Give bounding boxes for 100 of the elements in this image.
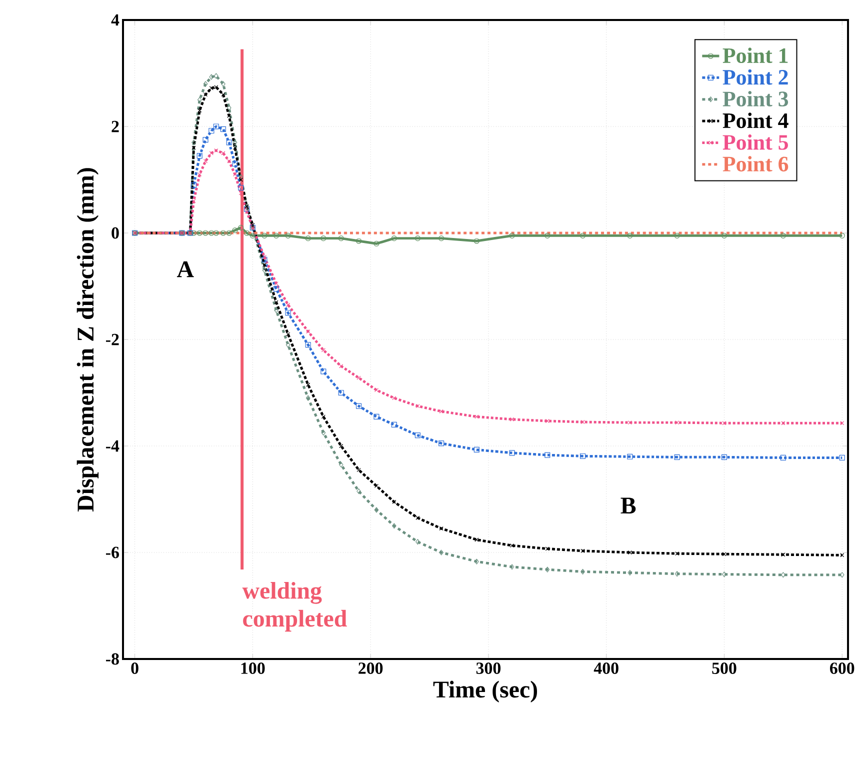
point xyxy=(781,421,786,426)
point xyxy=(262,254,267,260)
point xyxy=(438,440,444,446)
point xyxy=(232,146,238,150)
point xyxy=(202,230,208,236)
point xyxy=(238,190,243,196)
point xyxy=(438,236,444,242)
point xyxy=(580,232,586,238)
point xyxy=(780,232,786,238)
point xyxy=(414,236,421,242)
point xyxy=(356,376,361,380)
point xyxy=(286,302,290,307)
point xyxy=(306,382,310,387)
point xyxy=(196,152,202,159)
point xyxy=(232,228,238,234)
point xyxy=(226,230,232,236)
point xyxy=(209,74,214,80)
point xyxy=(675,420,680,425)
point xyxy=(338,236,344,242)
point xyxy=(202,137,208,143)
point xyxy=(721,454,728,460)
point xyxy=(674,454,680,460)
y-tick-label: -2 xyxy=(106,334,119,346)
point xyxy=(356,238,362,244)
point xyxy=(232,140,238,146)
legend-label: Point 2 xyxy=(722,69,788,85)
point xyxy=(320,368,326,374)
point xyxy=(840,421,844,426)
point xyxy=(274,282,278,286)
point xyxy=(416,516,420,520)
point xyxy=(338,462,344,468)
x-tick-label: 200 xyxy=(358,662,383,674)
point xyxy=(781,552,786,557)
y-tick-label: -8 xyxy=(106,653,119,665)
point xyxy=(220,126,226,132)
point xyxy=(391,422,397,428)
x-tick-label: 0 xyxy=(131,662,138,674)
point xyxy=(674,232,680,238)
point xyxy=(203,81,208,87)
annotation: B xyxy=(620,498,636,514)
point xyxy=(321,414,326,419)
point xyxy=(306,395,310,401)
point xyxy=(198,108,202,113)
point xyxy=(286,342,290,348)
point xyxy=(285,232,291,238)
point xyxy=(262,232,268,238)
point xyxy=(416,539,420,545)
point xyxy=(628,550,632,555)
point xyxy=(580,453,586,459)
point xyxy=(192,140,196,146)
point xyxy=(474,446,480,453)
point xyxy=(780,454,786,460)
point xyxy=(262,256,268,262)
point xyxy=(285,310,291,316)
point xyxy=(544,232,550,238)
point xyxy=(356,468,361,472)
point xyxy=(722,421,726,426)
point xyxy=(580,568,585,574)
point xyxy=(196,230,202,236)
point xyxy=(232,160,238,167)
point xyxy=(545,546,550,551)
legend-label: Point 5 xyxy=(722,134,788,150)
point xyxy=(545,418,550,424)
point xyxy=(439,550,444,556)
point xyxy=(203,159,208,164)
point xyxy=(227,159,232,164)
point xyxy=(374,388,379,392)
point xyxy=(221,81,226,87)
y-tick-label: 0 xyxy=(112,227,119,239)
point xyxy=(274,307,278,313)
point xyxy=(545,566,550,572)
point xyxy=(580,420,585,424)
point xyxy=(339,364,344,368)
point xyxy=(722,552,726,556)
point xyxy=(416,404,420,408)
point xyxy=(392,523,396,529)
x-tick-label: 500 xyxy=(712,662,736,674)
point xyxy=(628,420,632,425)
point xyxy=(721,232,728,238)
point xyxy=(190,230,197,236)
point xyxy=(414,432,421,438)
point xyxy=(321,430,326,436)
point xyxy=(238,174,244,180)
point xyxy=(238,184,244,191)
x-tick-label: 100 xyxy=(241,662,265,674)
point xyxy=(339,444,344,448)
point xyxy=(392,500,396,504)
point xyxy=(840,553,844,558)
point xyxy=(238,178,243,182)
point xyxy=(839,232,845,238)
point xyxy=(474,538,479,542)
point xyxy=(474,558,479,564)
point xyxy=(250,222,255,228)
y-tick-label: 2 xyxy=(112,120,119,132)
point xyxy=(439,409,444,414)
point xyxy=(250,232,256,238)
point xyxy=(305,236,311,242)
point xyxy=(238,224,244,230)
point xyxy=(474,238,480,244)
legend-label: Point 3 xyxy=(722,91,788,106)
